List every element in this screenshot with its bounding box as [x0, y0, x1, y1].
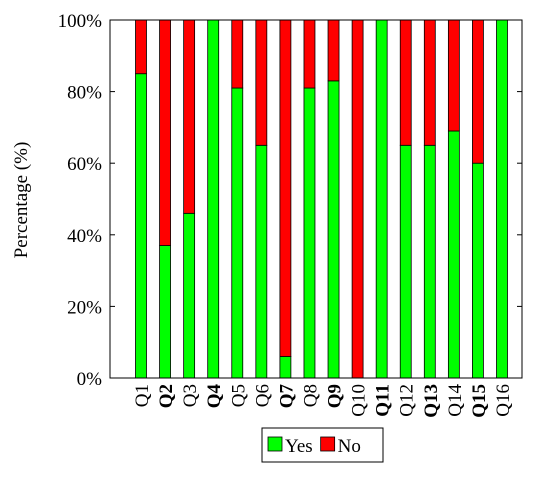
y-tick-label: 100%: [58, 11, 103, 32]
bar-segment: [423, 144, 436, 379]
plot-frame: [109, 19, 523, 379]
x-tick-label: Q14: [445, 384, 466, 417]
bar-segment: [159, 245, 171, 379]
x-tick-label: Q16: [493, 384, 514, 417]
y-tick-label: 80%: [67, 83, 102, 104]
x-tick-label: Q10: [349, 384, 370, 417]
bar-segment: [183, 212, 196, 379]
bar-segment: [472, 162, 484, 379]
bar-segment: [159, 19, 171, 246]
bar-segment: [135, 19, 147, 75]
y-tick-label: 60%: [67, 154, 102, 175]
x-tick-label: Q4: [204, 384, 225, 409]
bar-segment: [327, 80, 340, 379]
x-tick-label: Q6: [252, 384, 273, 407]
bar-segment: [183, 19, 196, 214]
bar-segment: [303, 19, 316, 89]
bar-segment: [231, 19, 244, 89]
bar-segment: [447, 19, 460, 132]
x-tick-label: Q12: [397, 384, 418, 417]
bar-segment: [375, 19, 388, 379]
bar-segment: [279, 356, 292, 379]
bar-segment: [231, 87, 244, 379]
x-tick-label: Q13: [421, 384, 442, 418]
x-tick-label: Q5: [228, 384, 249, 407]
bar-segment: [399, 19, 412, 146]
x-tick-label: Q7: [276, 384, 297, 409]
x-tick-label: Q11: [373, 384, 394, 417]
bar-segment: [255, 19, 268, 146]
bar-segment: [496, 19, 508, 379]
legend-label: No: [338, 436, 361, 457]
x-tick-label: Q8: [300, 384, 321, 407]
x-tick-label: Q3: [180, 384, 201, 407]
bar-segment: [472, 19, 484, 164]
bar-segment: [135, 73, 147, 379]
legend-swatch: [267, 436, 283, 452]
bar-segment: [399, 144, 412, 379]
x-tick-label: Q1: [132, 384, 153, 407]
legend-swatch: [320, 436, 336, 452]
y-tick-label: 20%: [67, 297, 102, 318]
bar-segment: [255, 144, 268, 379]
bar-segment: [447, 130, 460, 379]
y-tick-label: 0%: [77, 369, 103, 390]
bar-segment: [351, 19, 364, 379]
bar-segment: [207, 19, 220, 379]
x-tick-label: Q2: [156, 384, 177, 408]
x-tick-label: Q9: [325, 384, 346, 408]
bar-segment: [423, 19, 436, 146]
x-tick-label: Q15: [469, 384, 490, 418]
bar-segment: [279, 19, 292, 357]
legend-label: Yes: [285, 436, 313, 457]
bar-segment: [327, 19, 340, 82]
bar-segment: [303, 87, 316, 379]
y-axis-label: Percentage (%): [11, 142, 32, 259]
y-tick-label: 40%: [67, 226, 102, 247]
